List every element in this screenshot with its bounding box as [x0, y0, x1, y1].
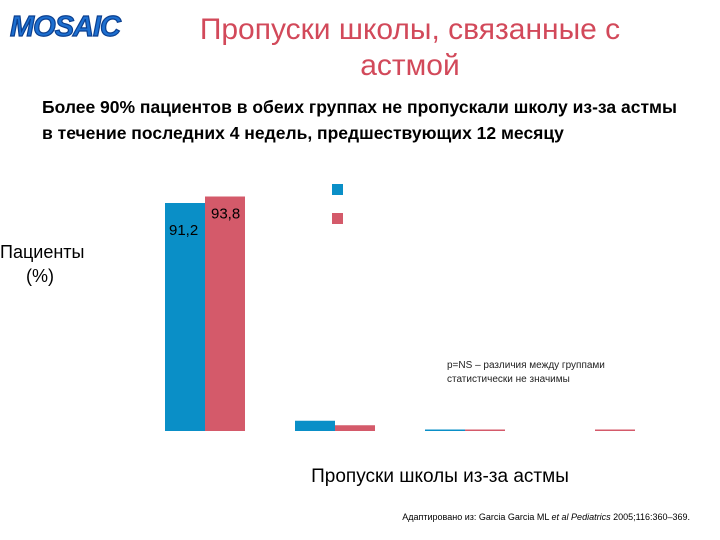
svg-text:MOSAIC: MOSAIC	[10, 11, 122, 43]
citation-journal: et al Pediatrics	[551, 512, 611, 522]
y-axis-label: Пациенты (%)	[0, 242, 85, 286]
bar-series-2-cat-3	[465, 429, 505, 431]
slide-subtitle: Более 90% пациентов в обеих группах не п…	[42, 97, 677, 143]
citation-prefix: Адаптировано из: Garcia Garcia ML	[402, 512, 552, 522]
slide-title: Пропуски школы, связанные с астмой	[199, 13, 621, 82]
bar-series-1-cat-3	[425, 429, 465, 431]
x-axis-label: Пропуски школы из-за астмы	[311, 466, 569, 487]
citation: Адаптировано из: Garcia Garcia ML et al …	[300, 512, 690, 522]
data-label-series-2-cat-1: 93,8	[211, 206, 240, 223]
mosaic-logo: MOSAIC	[9, 10, 123, 43]
citation-suffix: 2005;116:360–369.	[610, 512, 690, 522]
significance-note: p=NS – различия между группами статистич…	[447, 360, 605, 385]
bar-series-2-cat-2	[335, 425, 375, 431]
bar-series-1-cat-2	[295, 420, 335, 431]
bar-series-2-cat-4	[595, 429, 635, 431]
legend-swatch-series-1	[332, 184, 343, 195]
legend-swatch-series-2	[332, 213, 343, 224]
bar-series-2-cat-1	[205, 196, 245, 431]
bar-series-1-cat-1	[165, 203, 205, 431]
data-label-series-1-cat-1: 91,2	[169, 222, 198, 239]
